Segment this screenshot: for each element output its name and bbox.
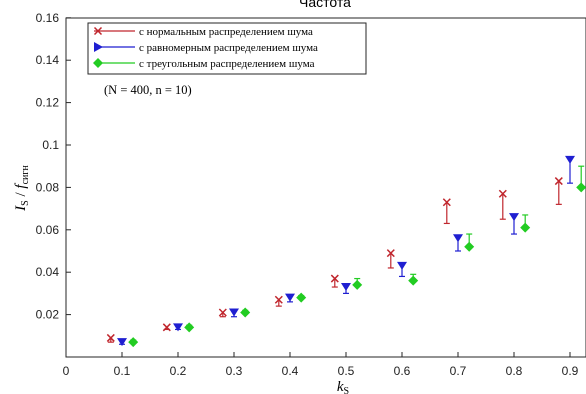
x-tick-label: 0.6 (394, 364, 411, 378)
series-3 (128, 165, 586, 348)
x-tick-label: 0.4 (282, 364, 299, 378)
x-tick-label: 0.5 (338, 364, 355, 378)
data-point (565, 155, 575, 164)
data-point (229, 308, 239, 317)
legend-label: с треугольным распределением шума (139, 58, 315, 70)
marker-stroke (386, 249, 395, 258)
marker-stroke (93, 26, 103, 36)
marker-stroke (442, 198, 451, 207)
marker-stroke (330, 274, 339, 283)
legend-marker (93, 26, 103, 36)
series-2 (117, 155, 575, 347)
legend-label: с равномерным распределением шума (139, 42, 318, 54)
data-point (576, 182, 586, 193)
legend-item-3: с треугольным распределением шума (93, 58, 315, 70)
x-tick-label: 0.9 (562, 364, 579, 378)
x-tick-label: 0.3 (226, 364, 243, 378)
legend-items: с нормальным распределением шума с равном… (93, 26, 318, 70)
legend-item-2: с равномерным распределением шума (94, 42, 318, 54)
y-tick-label: 0.02 (36, 308, 60, 322)
marker-stroke (106, 333, 115, 342)
legend-item-1: с нормальным распределением шума (93, 26, 313, 38)
data-point (285, 293, 295, 302)
y-tick-label: 0.06 (36, 223, 60, 237)
data-point (218, 308, 227, 317)
y-axis-label: IS / fсигн (13, 165, 31, 212)
data-point (128, 337, 139, 348)
x-tick-label: 0.7 (450, 364, 467, 378)
x-tick-label: 0.8 (506, 364, 523, 378)
data-point (274, 295, 283, 304)
x-axis-label: kS (337, 379, 349, 394)
data-point (554, 177, 563, 186)
parameter-annotation: (N = 400, n = 10) (104, 83, 192, 97)
data-point (184, 322, 195, 333)
data-point (330, 274, 339, 283)
y-tick-label: 0.1 (42, 138, 59, 152)
x-tick-label: 0 (63, 364, 70, 378)
data-point (464, 241, 475, 252)
data-point (453, 234, 463, 243)
data-point (352, 279, 363, 290)
data-point (173, 323, 183, 332)
y-axis-ticks: 0.02 0.04 0.06 0.08 0.1 0.12 0.14 0.16 (36, 11, 71, 322)
data-point (520, 222, 531, 233)
data-point (386, 249, 395, 258)
data-point (162, 323, 171, 332)
data-point (296, 292, 307, 303)
marker-stroke (274, 295, 283, 304)
legend-marker (94, 42, 103, 52)
y-tick-label: 0.08 (36, 180, 60, 194)
y-tick-label: 0.04 (36, 265, 60, 279)
y-tick-label: 0.14 (36, 53, 60, 67)
data-point (117, 338, 127, 347)
data-point (442, 198, 451, 207)
x-axis-ticks: 0 0.1 0.2 0.3 0.4 0.5 0.6 0.7 0.8 0.9 (63, 352, 579, 378)
marker-stroke (498, 189, 507, 198)
legend-marker (93, 58, 103, 68)
marker-stroke (218, 308, 227, 317)
data-point (240, 307, 251, 318)
data-point (106, 333, 115, 342)
x-tick-label: 0.1 (114, 364, 131, 378)
data-point (498, 189, 507, 198)
series-1 (106, 177, 563, 343)
y-tick-label: 0.12 (36, 96, 60, 110)
legend: с нормальным распределением шума с равном… (87, 22, 367, 75)
x-tick-label: 0.2 (170, 364, 187, 378)
chart-title: Частота (299, 0, 351, 10)
data-point (397, 261, 407, 270)
data-series (106, 155, 586, 348)
legend-label: с нормальным распределением шума (139, 26, 313, 38)
data-point (408, 275, 419, 286)
data-point (509, 213, 519, 222)
marker-stroke (162, 323, 171, 332)
y-tick-label: 0.16 (36, 11, 60, 25)
marker-stroke (554, 177, 563, 186)
data-point (341, 283, 351, 292)
